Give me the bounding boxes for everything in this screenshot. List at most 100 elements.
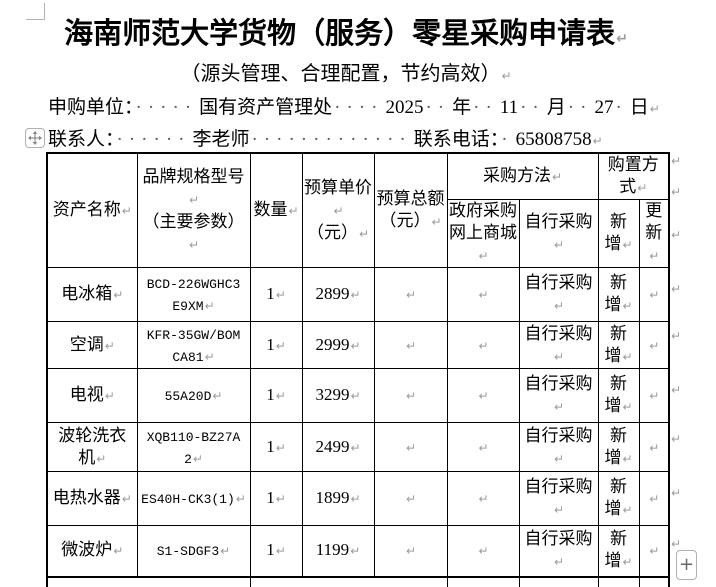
cell-qty[interactable]: 1↵ <box>249 368 303 423</box>
cell-asset-name[interactable]: 微波炉↵ <box>46 525 138 577</box>
total-label-cell[interactable]: 总计↵ <box>46 575 251 587</box>
cell-gov-mall[interactable]: ↵ <box>446 575 520 587</box>
row-end-marker: ↵ <box>671 185 682 199</box>
header-budget-total[interactable]: 预算总额 （元）↵ <box>373 152 448 268</box>
space-dots: ······ <box>116 129 191 150</box>
cell-gov-mall[interactable]: ↵ <box>446 471 520 526</box>
cell-mode-new[interactable]: 新 增↵ <box>597 422 640 472</box>
cell-mode-new[interactable]: 新 增↵ <box>597 525 640 577</box>
cell-self-purchase[interactable]: 自行采购↵ <box>518 471 599 526</box>
cell-model[interactable]: KFR-35GW/BOM CA81↵ <box>136 321 251 369</box>
cell-budget-total[interactable]: ↵ <box>373 321 448 369</box>
header-asset-name[interactable]: 资产名称↵ <box>46 152 138 268</box>
space-dots: · <box>501 129 514 150</box>
cell-budget-total[interactable]: ↵ <box>373 422 448 472</box>
header-gov-mall[interactable]: 政府采购 网上商城↵ <box>446 199 520 268</box>
table-move-handle[interactable] <box>25 128 45 148</box>
cell-gov-mall[interactable]: ↵ <box>446 422 520 472</box>
total-value-cell[interactable]: 14794↵ <box>249 575 448 587</box>
cell-budget-total[interactable]: ↵ <box>373 525 448 577</box>
cell-qty[interactable]: 1↵ <box>249 471 303 526</box>
cell-asset-name[interactable]: 电热水器↵ <box>46 471 138 526</box>
header-self-purchase[interactable]: 自行采购↵ <box>518 199 599 268</box>
cell-self-purchase[interactable]: 自行采购↵ <box>518 321 599 369</box>
cell-mode-update[interactable]: ↵ <box>638 368 670 423</box>
phone-value: 65808758 <box>515 129 592 150</box>
cell-end-mark-icon: ↵ <box>649 544 660 559</box>
cell-unit-price[interactable]: 2499↵ <box>301 422 375 472</box>
cell-gov-mall[interactable]: ↵ <box>446 267 520 322</box>
header-unit-price[interactable]: 预算单价↵ （元）↵ <box>301 152 375 268</box>
info-line-contact[interactable]: 联系人： ······ 李老师 ············· 联系电话： · 65808758… <box>48 129 603 152</box>
cell-mode-update[interactable]: ↵ <box>638 321 670 369</box>
cell-self-purchase[interactable]: 自行采购↵ <box>518 267 599 322</box>
cell-budget-total[interactable]: ↵ <box>373 267 448 322</box>
cell-asset-name[interactable]: 电冰箱↵ <box>46 267 138 322</box>
header-acquisition-mode-group[interactable]: 购置方式↵ <box>597 152 670 200</box>
row-end-marker: ↵ <box>671 432 682 446</box>
cell-model[interactable]: S1-SDGF3↵ <box>136 525 251 577</box>
cell-gov-mall[interactable]: ↵ <box>446 368 520 423</box>
cell-end-mark-icon: ↵ <box>405 288 417 302</box>
cell-mode-new[interactable]: 新 增↵ <box>597 471 640 526</box>
space-dots: ············· <box>251 129 412 150</box>
cell-end-mark-icon: ↵ <box>649 492 660 506</box>
cell-mode-update[interactable]: ↵ <box>638 422 670 472</box>
cell-mode-new[interactable]: 新 增↵ <box>597 321 640 369</box>
table-row: 空调↵ KFR-35GW/BOM CA81↵ 1↵ 2999↵ ↵ ↵ 自行采购… <box>46 321 670 369</box>
cell-end-mark-icon: ↵ <box>113 288 124 302</box>
cell-end-mark-icon: ↵ <box>405 492 417 506</box>
cell-gov-mall[interactable]: ↵ <box>446 525 520 577</box>
contact-label: 联系人： <box>48 129 115 150</box>
cell-qty[interactable]: 1↵ <box>249 267 303 322</box>
cell-model[interactable]: BCD-226WGHC3 E9XM↵ <box>136 267 251 322</box>
cell-asset-name[interactable]: 波轮洗衣 机↵ <box>46 422 138 472</box>
cell-unit-price[interactable]: 3299↵ <box>301 368 375 423</box>
header-mode-new[interactable]: 新 增↵ <box>597 199 640 268</box>
cell-self-purchase[interactable]: ↵ <box>518 575 599 587</box>
cell-mode-update[interactable]: ↵ <box>638 575 670 587</box>
cell-self-purchase[interactable]: 自行采购↵ <box>518 422 599 472</box>
table-row: 电热水器↵ ES40H-CK3(1)↵ 1↵ 1899↵ ↵ ↵ 自行采购↵ 新… <box>46 471 670 526</box>
cell-mode-new[interactable]: 新 增↵ <box>597 368 640 423</box>
cell-mode-update[interactable]: ↵ <box>638 267 670 322</box>
cell-self-purchase[interactable]: 自行采购↵ <box>518 368 599 423</box>
cell-model[interactable]: 55A20D↵ <box>136 368 251 423</box>
page-title[interactable]: 海南师范大学货物（服务）零星采购申请表↵ <box>0 10 692 52</box>
cell-end-mark-icon: ↵ <box>288 204 299 218</box>
cell-mode-update[interactable]: ↵ <box>638 471 670 526</box>
cell-end-mark-icon: ↵ <box>192 451 203 466</box>
header-mode-update[interactable]: 更 新↵ <box>638 199 670 268</box>
cell-end-mark-icon: ↵ <box>212 389 223 403</box>
header-quantity[interactable]: 数量↵ <box>249 152 303 268</box>
header-brand-model[interactable]: 品牌规格型号↵ （主要参数）↵ <box>136 152 251 268</box>
total-row: 总计↵ 14794↵ ↵ ↵ ↵ ↵ <box>46 575 670 587</box>
cell-unit-price[interactable]: 2999↵ <box>301 321 375 369</box>
cell-unit-price[interactable]: 2899↵ <box>301 267 375 322</box>
cell-unit-price[interactable]: 1199↵ <box>301 525 375 577</box>
cell-asset-name[interactable]: 电视↵ <box>46 368 138 423</box>
cell-model[interactable]: XQB110-BZ27A 2↵ <box>136 422 251 472</box>
page-subtitle[interactable]: （源头管理、合理配置，节约高效）↵ <box>0 57 692 86</box>
cell-gov-mall[interactable]: ↵ <box>446 321 520 369</box>
cell-mode-update[interactable]: ↵ <box>638 525 670 577</box>
cell-qty[interactable]: 1↵ <box>249 321 303 369</box>
cell-asset-name[interactable]: 空调↵ <box>46 321 138 369</box>
cell-budget-total[interactable]: ↵ <box>373 471 448 526</box>
cell-end-mark-icon: ↵ <box>275 492 286 506</box>
add-row-button[interactable]: + <box>676 550 697 580</box>
space-dots: ·· <box>567 97 593 118</box>
cell-self-purchase[interactable]: 自行采购↵ <box>518 525 599 577</box>
header-purchase-method-group[interactable]: 采购方法↵ <box>446 152 599 200</box>
cell-end-mark-icon: ↵ <box>478 288 489 302</box>
cell-qty[interactable]: 1↵ <box>249 525 303 577</box>
cell-mode-new[interactable]: 新 增↵ <box>597 267 640 322</box>
cell-model[interactable]: ES40H-CK3(1)↵ <box>136 471 251 526</box>
cell-end-mark-icon: ↵ <box>551 170 563 184</box>
cell-qty[interactable]: 1↵ <box>249 422 303 472</box>
cell-mode-new[interactable]: ↵ <box>597 575 640 587</box>
cell-unit-price[interactable]: 1899↵ <box>301 471 375 526</box>
cell-end-mark-icon: ↵ <box>358 226 370 241</box>
info-line-unit-date[interactable]: 申购单位： ····· 国有资产管理处 ···· 2025 ·· 年 ·· 11 ·· 月 ·· 27 ·… <box>48 97 660 120</box>
cell-budget-total[interactable]: ↵ <box>373 368 448 423</box>
